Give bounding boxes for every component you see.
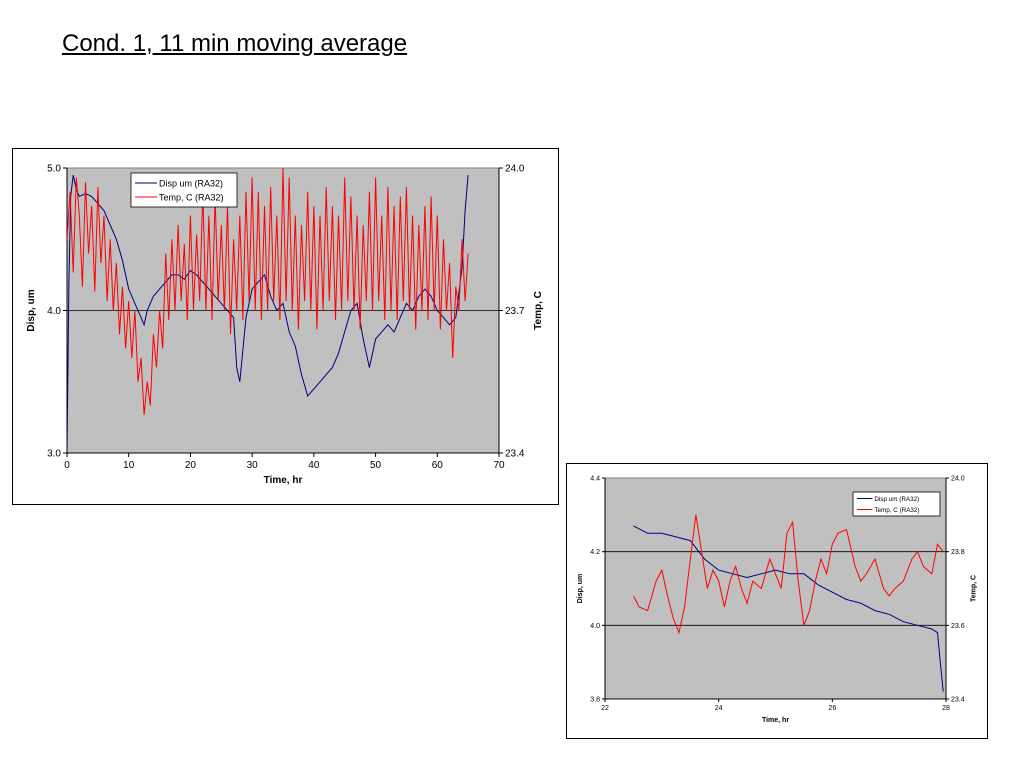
main-legend-label-1: Temp, C (RA32) — [159, 193, 224, 203]
zoom-x-axis-label: Time, hr — [762, 717, 789, 724]
main-x-tick-label-0: 0 — [64, 460, 70, 471]
zoom-y-axis-label: Disp, um — [577, 574, 584, 604]
zoom-y2-tick-label-2: 23.8 — [951, 549, 965, 556]
main-y2-tick-label-1: 23.7 — [505, 306, 525, 317]
zoom-x-tick-label-2: 26 — [828, 705, 836, 712]
slide-title: Cond. 1, 11 min moving average — [62, 30, 408, 57]
main-y2-axis-label: Temp, C — [533, 291, 544, 330]
main-y-tick-label-2: 5.0 — [47, 164, 61, 175]
zoom-x-tick-label-0: 22 — [601, 705, 609, 712]
main-chart-svg: 0 10 20 30 40 50 60 70 3.0 4.0 5.0 23.4 23.7 24.0 Time… — [26, 164, 544, 487]
zoom-y2-tick-label-3: 24.0 — [951, 475, 965, 482]
main-x-axis-label: Time, hr — [264, 475, 303, 486]
zoom-y2-axis-label: Temp, C — [970, 575, 977, 602]
zoom-y-tick-label-0: 3.8 — [590, 696, 600, 703]
main-chart: 0 10 20 30 40 50 60 70 3.0 4.0 5.0 23.4 23.7 24.0 Time… — [12, 148, 559, 505]
main-x-tick-label-7: 70 — [493, 460, 505, 471]
main-y2-tick-label-0: 23.4 — [505, 449, 525, 460]
main-x-tick-label-3: 30 — [247, 460, 259, 471]
main-legend-box — [130, 172, 238, 208]
zoom-chart: 22 24 26 28 3.8 4.0 4.2 4.4 23.4 23.6 23.8 24.0 Time… — [566, 463, 988, 739]
main-series-line-1 — [67, 168, 469, 416]
zoom-x-tick-label-3: 28 — [942, 705, 950, 712]
main-y-tick-label-1: 4.0 — [47, 306, 61, 317]
main-y-axis-label: Disp, um — [26, 289, 37, 331]
zoom-legend-label-0: Disp um (RA32) — [874, 496, 919, 503]
zoom-y2-tick-label-1: 23.6 — [951, 623, 965, 630]
main-y2-tick-label-2: 24.0 — [505, 164, 525, 175]
main-series-line-0 — [67, 174, 469, 453]
main-x-tick-label-1: 10 — [123, 460, 135, 471]
zoom-x-tick-label-1: 24 — [715, 705, 723, 712]
zoom-legend-label-1: Temp, C (RA32) — [874, 507, 919, 514]
main-y-tick-label-0: 3.0 — [47, 449, 61, 460]
main-x-tick-label-2: 20 — [185, 460, 197, 471]
zoom-chart-svg: 22 24 26 28 3.8 4.0 4.2 4.4 23.4 23.6 23.8 24.0 Time… — [577, 475, 978, 724]
zoom-y-tick-label-2: 4.2 — [590, 549, 600, 556]
zoom-y-tick-label-1: 4.0 — [590, 623, 600, 630]
main-legend-label-0: Disp um (RA32) — [159, 179, 223, 189]
main-x-tick-label-6: 60 — [432, 460, 444, 471]
zoom-y-tick-label-3: 4.4 — [590, 475, 600, 482]
main-x-tick-label-5: 50 — [370, 460, 382, 471]
zoom-y2-tick-label-0: 23.4 — [951, 696, 965, 703]
zoom-series-line-0 — [633, 525, 944, 692]
zoom-legend-box — [852, 491, 941, 517]
zoom-series-line-1 — [632, 514, 944, 635]
main-x-tick-label-4: 40 — [308, 460, 320, 471]
